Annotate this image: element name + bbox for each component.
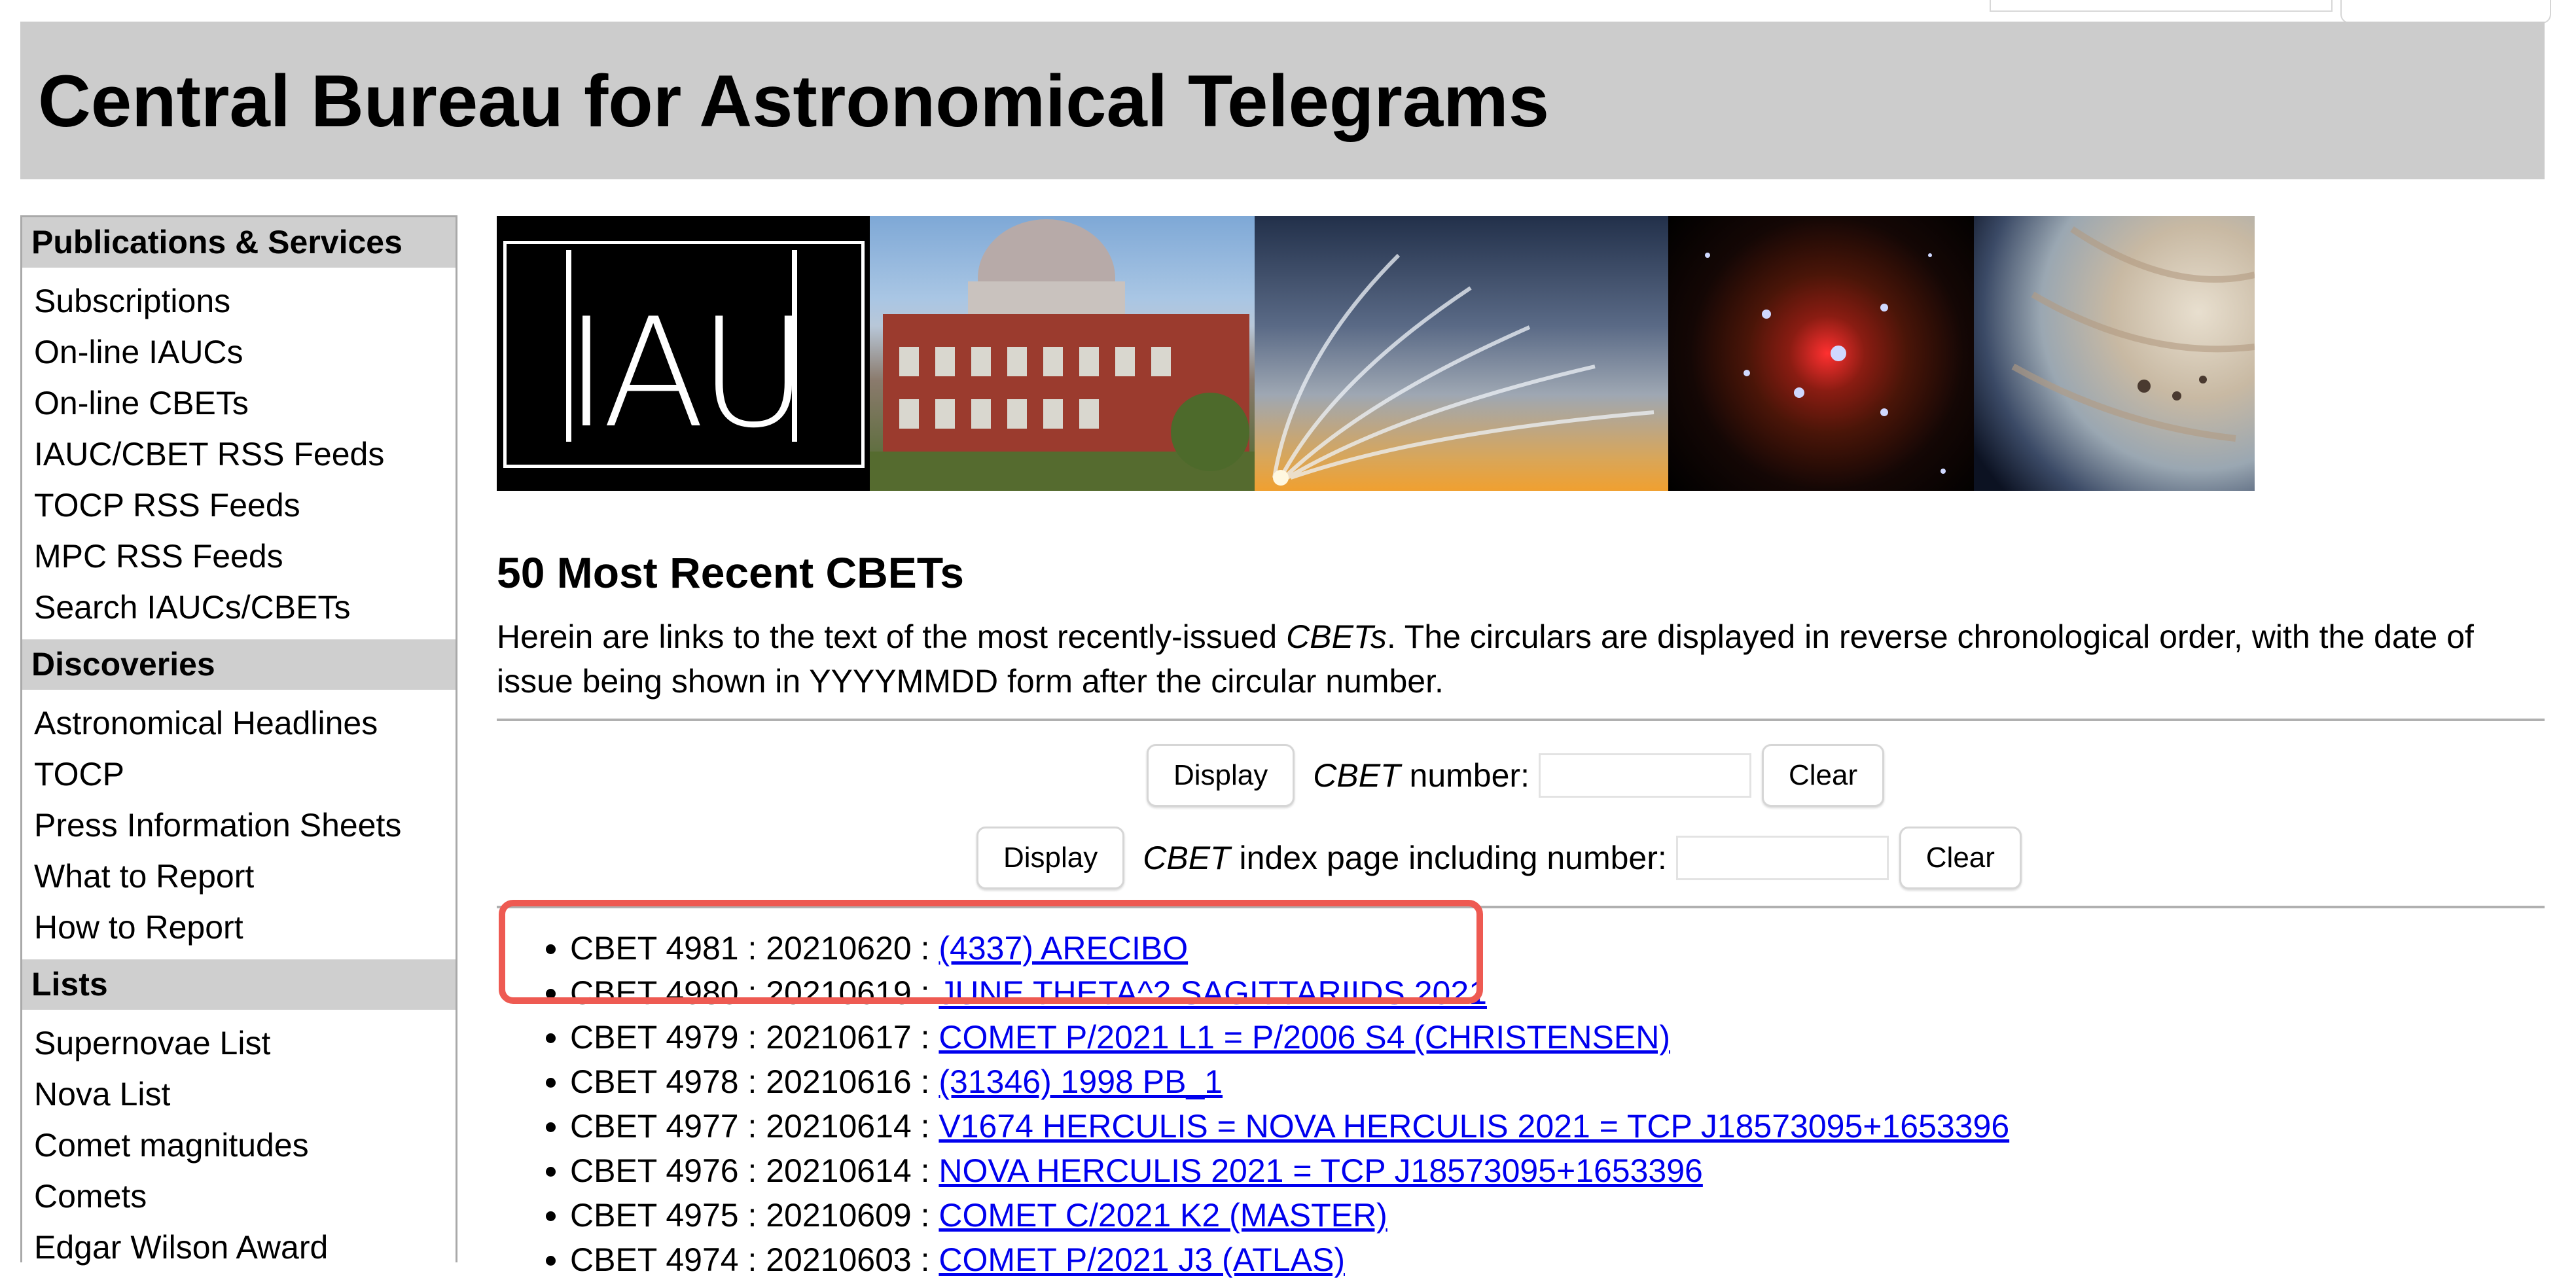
- clear-index-button[interactable]: Clear: [1899, 827, 2022, 889]
- number-label-text: number:: [1400, 757, 1530, 794]
- sidebar-link-online-cbets[interactable]: On-line CBETs: [34, 385, 249, 421]
- sidebar-link-tocp-rss[interactable]: TOCP RSS Feeds: [34, 487, 300, 524]
- cbet-number-date: CBET 4981 : 20210620 :: [570, 930, 939, 967]
- cbet-index-label: CBET index page including number:: [1143, 839, 1666, 877]
- sidebar-link-comet-magnitudes[interactable]: Comet magnitudes: [34, 1127, 309, 1164]
- cbet-link[interactable]: JUNE THETA^2 SAGITTARIIDS 2021: [939, 974, 1487, 1011]
- divider-top: [497, 719, 2545, 721]
- clear-cbet-button[interactable]: Clear: [1761, 744, 1885, 807]
- cbet-index-em: CBET: [1143, 840, 1230, 876]
- cbet-number-input[interactable]: [1538, 753, 1751, 798]
- sidebar-heading-publications: Publications & Services: [22, 217, 456, 268]
- cbet-link[interactable]: (4337) ARECIBO: [939, 930, 1189, 967]
- jupiter-photo: [1974, 216, 2255, 491]
- cbet-index-form: Display CBET index page including number…: [976, 827, 2022, 889]
- intro-text-start: Herein are links to the text of the most…: [497, 618, 1287, 655]
- cbet-index-input[interactable]: [1675, 836, 1889, 880]
- cbet-link[interactable]: COMET P/2021 J3 (ATLAS): [939, 1241, 1345, 1278]
- sidebar-link-comets[interactable]: Comets: [34, 1178, 147, 1215]
- cbet-link[interactable]: NOVA HERCULIS 2021 = TCP J18573095+16533…: [939, 1152, 1703, 1189]
- cbet-number-date: CBET 4975 : 20210609 :: [570, 1197, 939, 1234]
- sidebar: Publications & Services Subscriptions On…: [20, 215, 457, 1266]
- sidebar-link-nova-list[interactable]: Nova List: [34, 1076, 171, 1113]
- list-item: CBET 4980 : 20210619 : JUNE THETA^2 SAGI…: [570, 970, 2009, 1015]
- cbet-link[interactable]: COMET C/2021 K2 (MASTER): [939, 1197, 1387, 1234]
- sidebar-link-press-sheets[interactable]: Press Information Sheets: [34, 807, 402, 844]
- sidebar-link-search[interactable]: Search IAUCs/CBETs: [34, 589, 351, 626]
- sidebar-link-mpc-rss[interactable]: MPC RSS Feeds: [34, 538, 283, 575]
- highlight-annotation: [499, 900, 1483, 1004]
- cbet-link[interactable]: COMET P/2021 L1 = P/2006 S4 (CHRISTENSEN…: [939, 1019, 1670, 1056]
- cbet-number-date: CBET 4976 : 20210614 :: [570, 1152, 939, 1189]
- display-index-button[interactable]: Display: [976, 827, 1125, 889]
- sidebar-link-online-iaucs[interactable]: On-line IAUCs: [34, 334, 243, 370]
- list-item: CBET 4976 : 20210614 : NOVA HERCULIS 202…: [570, 1148, 2009, 1193]
- sidebar-link-rss-feeds[interactable]: IAUC/CBET RSS Feeds: [34, 436, 385, 472]
- comet-photo: [1255, 216, 1668, 491]
- observatory-photo: [870, 216, 1255, 491]
- cbet-number-date: CBET 4980 : 20210619 :: [570, 974, 939, 1011]
- display-cbet-button[interactable]: Display: [1147, 744, 1295, 807]
- banner: IAU: [497, 216, 2255, 491]
- page-title: Central Bureau for Astronomical Telegram…: [38, 60, 1550, 142]
- sidebar-heading-discoveries: Discoveries: [22, 639, 456, 690]
- cbet-number-date: CBET 4974 : 20210603 :: [570, 1241, 939, 1278]
- cbet-em: CBET: [1313, 757, 1401, 794]
- cbet-number-date: CBET 4979 : 20210617 :: [570, 1019, 939, 1056]
- sidebar-link-wilson-award[interactable]: Edgar Wilson Award: [34, 1229, 329, 1266]
- cbet-list: CBET 4981 : 20210620 : (4337) ARECIBO CB…: [497, 926, 2009, 1282]
- list-item: CBET 4974 : 20210603 : COMET P/2021 J3 (…: [570, 1237, 2009, 1282]
- sidebar-link-subscriptions[interactable]: Subscriptions: [34, 283, 231, 319]
- intro-paragraph: Herein are links to the text of the most…: [497, 614, 2545, 703]
- list-item: CBET 4975 : 20210609 : COMET C/2021 K2 (…: [570, 1193, 2009, 1237]
- divider-bottom: [497, 906, 2545, 908]
- intro-cbets-em: CBETs: [1286, 618, 1387, 655]
- list-item: CBET 4977 : 20210614 : V1674 HERCULIS = …: [570, 1104, 2009, 1148]
- cbet-link[interactable]: (31346) 1998 PB_1: [939, 1063, 1223, 1100]
- cbet-number-date: CBET 4978 : 20210616 :: [570, 1063, 939, 1100]
- top-search-field[interactable]: [1990, 0, 2333, 12]
- masthead: Central Bureau for Astronomical Telegram…: [20, 22, 2545, 179]
- nebula-photo: [1668, 216, 1974, 491]
- list-item: CBET 4979 : 20210617 : COMET P/2021 L1 =…: [570, 1015, 2009, 1059]
- cbet-link[interactable]: V1674 HERCULIS = NOVA HERCULIS 2021 = TC…: [939, 1108, 2010, 1145]
- list-item: CBET 4981 : 20210620 : (4337) ARECIBO: [570, 926, 2009, 970]
- sidebar-link-headlines[interactable]: Astronomical Headlines: [34, 705, 378, 741]
- cbet-number-form: Display CBET number: Clear: [1147, 744, 1885, 807]
- main-content: 50 Most Recent CBETs Herein are links to…: [497, 546, 2545, 703]
- iau-logo-text: IAU: [564, 287, 802, 461]
- sidebar-link-supernovae[interactable]: Supernovae List: [34, 1025, 271, 1061]
- section-heading: 50 Most Recent CBETs: [497, 548, 964, 597]
- cbet-number-label: CBET number:: [1313, 757, 1530, 794]
- intro-text-end: . The circulars are displayed in reverse…: [497, 618, 2474, 700]
- sidebar-link-what-to-report[interactable]: What to Report: [34, 858, 255, 895]
- iau-letters: IAU: [561, 250, 812, 465]
- iau-logo: IAU: [497, 216, 870, 491]
- top-button[interactable]: [2340, 0, 2551, 24]
- cbet-number-date: CBET 4977 : 20210614 :: [570, 1108, 939, 1145]
- sidebar-link-tocp[interactable]: TOCP: [34, 756, 124, 792]
- sidebar-link-how-to-report[interactable]: How to Report: [34, 909, 243, 946]
- list-item: CBET 4978 : 20210616 : (31346) 1998 PB_1: [570, 1059, 2009, 1104]
- index-label-text: index page including number:: [1230, 840, 1667, 876]
- sidebar-heading-lists: Lists: [22, 959, 456, 1010]
